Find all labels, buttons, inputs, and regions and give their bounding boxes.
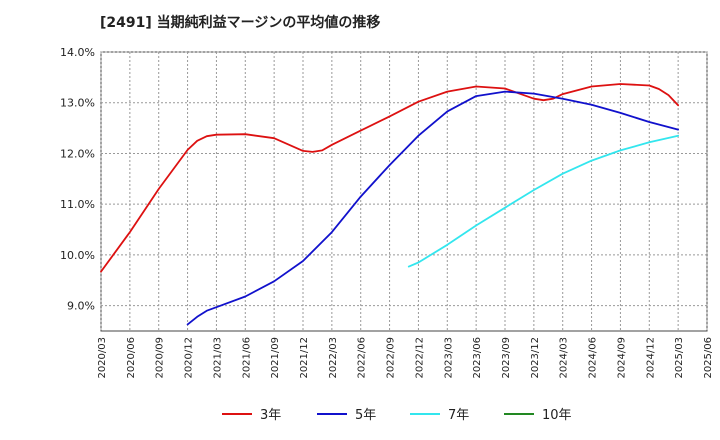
x-tick-label: 2025/06: [703, 337, 714, 379]
y-tick-label: 11.0%: [60, 198, 95, 211]
legend-label: 7年: [448, 408, 469, 423]
x-tick-label: 2022/09: [386, 337, 397, 379]
y-tick-label: 10.0%: [60, 249, 95, 262]
x-tick-label: 2023/09: [501, 337, 512, 379]
x-tick-label: 2023/12: [530, 337, 541, 379]
plot-area: [100, 51, 708, 332]
x-tick-label: 2021/06: [241, 337, 252, 379]
x-axis-ticks: 2020/03 2020/06 2020/09 2020/12 2021/03 2021/…: [97, 337, 714, 379]
series-line-3: [407, 134, 679, 268]
chart-title: [2491] 当期純利益マージンの平均値の推移: [100, 15, 381, 31]
x-tick-label: 2024/12: [645, 337, 656, 379]
legend-label: 5年: [355, 408, 376, 423]
legend-label: 3年: [260, 408, 281, 423]
x-tick-label: 2024/06: [588, 337, 599, 379]
x-tick-label: 2020/06: [126, 337, 137, 379]
x-tick-label: 2020/09: [155, 337, 166, 379]
x-tick-label: 2021/03: [212, 337, 223, 379]
x-tick-label: 2023/03: [443, 337, 454, 379]
y-tick-label: 9.0%: [67, 300, 95, 313]
y-tick-label: 14.0%: [60, 46, 95, 59]
x-tick-label: 2023/06: [472, 337, 483, 379]
series-line-2: [186, 90, 679, 326]
x-tick-label: 2022/03: [328, 337, 339, 379]
series-layer: [100, 83, 679, 326]
x-tick-label: 2020/03: [97, 337, 108, 379]
x-tick-label: 2021/09: [270, 337, 281, 379]
x-tick-label: 2022/06: [357, 337, 368, 379]
grid-layer: [100, 51, 708, 331]
x-tick-label: 2022/12: [414, 337, 425, 379]
x-tick-label: 2025/03: [674, 337, 685, 379]
legend: 3年 5年 7年 10年: [222, 408, 572, 423]
y-tick-label: 13.0%: [60, 97, 95, 110]
x-tick-label: 2024/09: [616, 337, 627, 379]
series-line-1: [100, 83, 679, 273]
x-tick-label: 2024/03: [559, 337, 570, 379]
legend-label: 10年: [542, 408, 572, 423]
x-tick-label: 2020/12: [184, 337, 195, 379]
x-tick-label: 2021/12: [299, 337, 310, 379]
y-axis-ticks: 9.0% 10.0% 11.0% 12.0% 13.0% 14.0%: [60, 46, 95, 313]
y-tick-label: 12.0%: [60, 147, 95, 160]
